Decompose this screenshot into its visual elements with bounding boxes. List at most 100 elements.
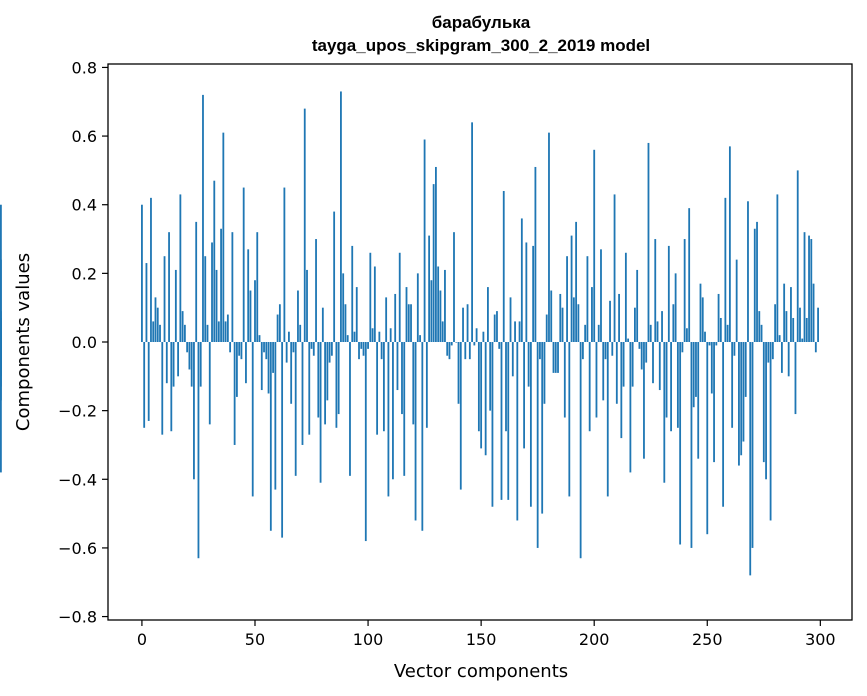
bar bbox=[505, 342, 507, 432]
bar bbox=[421, 342, 424, 531]
bar bbox=[342, 273, 345, 342]
bar bbox=[602, 342, 605, 401]
bar bbox=[236, 342, 238, 397]
y-tick-label: −0.4 bbox=[58, 470, 97, 489]
chart-title-line-1: барабулька bbox=[432, 13, 531, 32]
y-axis-ticks: 0.8 0.6 0.4 0.2 0.0 −0.2 −0.4 −0.6 −0.8 bbox=[58, 58, 108, 627]
bar bbox=[778, 335, 781, 342]
bar bbox=[636, 269, 639, 342]
bar bbox=[382, 342, 385, 432]
bar bbox=[661, 311, 663, 342]
bar bbox=[425, 342, 428, 428]
bar bbox=[471, 122, 473, 342]
bar bbox=[283, 187, 286, 342]
bar bbox=[570, 235, 573, 342]
bar bbox=[742, 342, 745, 442]
bar bbox=[487, 287, 489, 342]
bar bbox=[688, 208, 691, 342]
bar bbox=[299, 324, 302, 342]
bar bbox=[541, 342, 544, 514]
bar bbox=[330, 342, 333, 356]
bar bbox=[281, 342, 284, 538]
bar bbox=[715, 342, 718, 346]
bar bbox=[652, 342, 654, 384]
bar bbox=[407, 304, 410, 342]
bar bbox=[584, 324, 587, 342]
bar bbox=[785, 311, 788, 342]
bar bbox=[245, 342, 247, 384]
x-tick-label: 50 bbox=[245, 630, 265, 649]
bar bbox=[267, 342, 270, 394]
bar bbox=[317, 342, 320, 418]
bar bbox=[649, 324, 652, 342]
bar bbox=[163, 256, 166, 342]
bar bbox=[251, 342, 254, 497]
x-axis-label: Vector components bbox=[394, 661, 568, 682]
bar bbox=[315, 239, 317, 342]
bar bbox=[226, 314, 229, 342]
bar bbox=[520, 218, 523, 342]
bar bbox=[532, 245, 535, 342]
bar bbox=[708, 342, 711, 346]
bar bbox=[193, 342, 195, 480]
bar bbox=[744, 342, 747, 397]
bar bbox=[514, 321, 516, 342]
bar bbox=[349, 342, 351, 476]
bar bbox=[394, 293, 397, 342]
y-axis-label: Components values bbox=[13, 253, 34, 431]
x-axis-ticks: 0 50 100 150 200 250 300 bbox=[137, 620, 836, 649]
bar bbox=[292, 342, 295, 353]
bar bbox=[428, 235, 431, 342]
bar bbox=[457, 342, 460, 404]
y-tick-label: 0.8 bbox=[72, 58, 97, 77]
bar bbox=[335, 342, 338, 428]
bar bbox=[523, 342, 525, 449]
bar bbox=[468, 342, 471, 360]
bar bbox=[477, 342, 480, 432]
bar bbox=[765, 342, 767, 480]
bar bbox=[170, 342, 173, 432]
bar bbox=[439, 290, 442, 342]
bar bbox=[539, 342, 541, 360]
bar bbox=[706, 342, 709, 535]
bar bbox=[500, 342, 503, 500]
chart-title-line-2: tayga_upos_skipgram_300_2_2019 model bbox=[312, 36, 650, 55]
bar bbox=[799, 307, 801, 342]
bar bbox=[0, 204, 2, 342]
bar bbox=[629, 342, 632, 473]
bar bbox=[511, 342, 514, 377]
bar bbox=[373, 266, 376, 342]
bar bbox=[704, 331, 706, 342]
bar bbox=[550, 290, 553, 342]
bar bbox=[450, 342, 453, 346]
bar bbox=[801, 338, 804, 342]
bar bbox=[647, 142, 650, 342]
bar bbox=[620, 342, 623, 439]
bar bbox=[525, 242, 528, 342]
bar bbox=[455, 342, 458, 343]
bar bbox=[572, 297, 575, 342]
bar bbox=[790, 287, 792, 342]
bar bbox=[258, 335, 261, 342]
y-tick-label: −0.2 bbox=[58, 402, 97, 421]
bar bbox=[674, 273, 677, 342]
bar bbox=[724, 197, 727, 342]
bar bbox=[613, 194, 616, 342]
bar bbox=[364, 342, 367, 542]
bar bbox=[145, 263, 148, 342]
bar bbox=[416, 273, 419, 342]
bar bbox=[274, 342, 277, 490]
bar bbox=[568, 342, 571, 497]
y-tick-label: 0.6 bbox=[72, 127, 97, 146]
bar bbox=[353, 331, 356, 342]
bar bbox=[527, 342, 530, 387]
bar bbox=[380, 342, 383, 360]
bar bbox=[747, 201, 749, 342]
bar bbox=[435, 166, 437, 342]
bar bbox=[419, 335, 421, 342]
bar bbox=[554, 342, 557, 373]
bar bbox=[247, 249, 250, 342]
bar bbox=[728, 146, 731, 342]
bar bbox=[197, 342, 200, 559]
